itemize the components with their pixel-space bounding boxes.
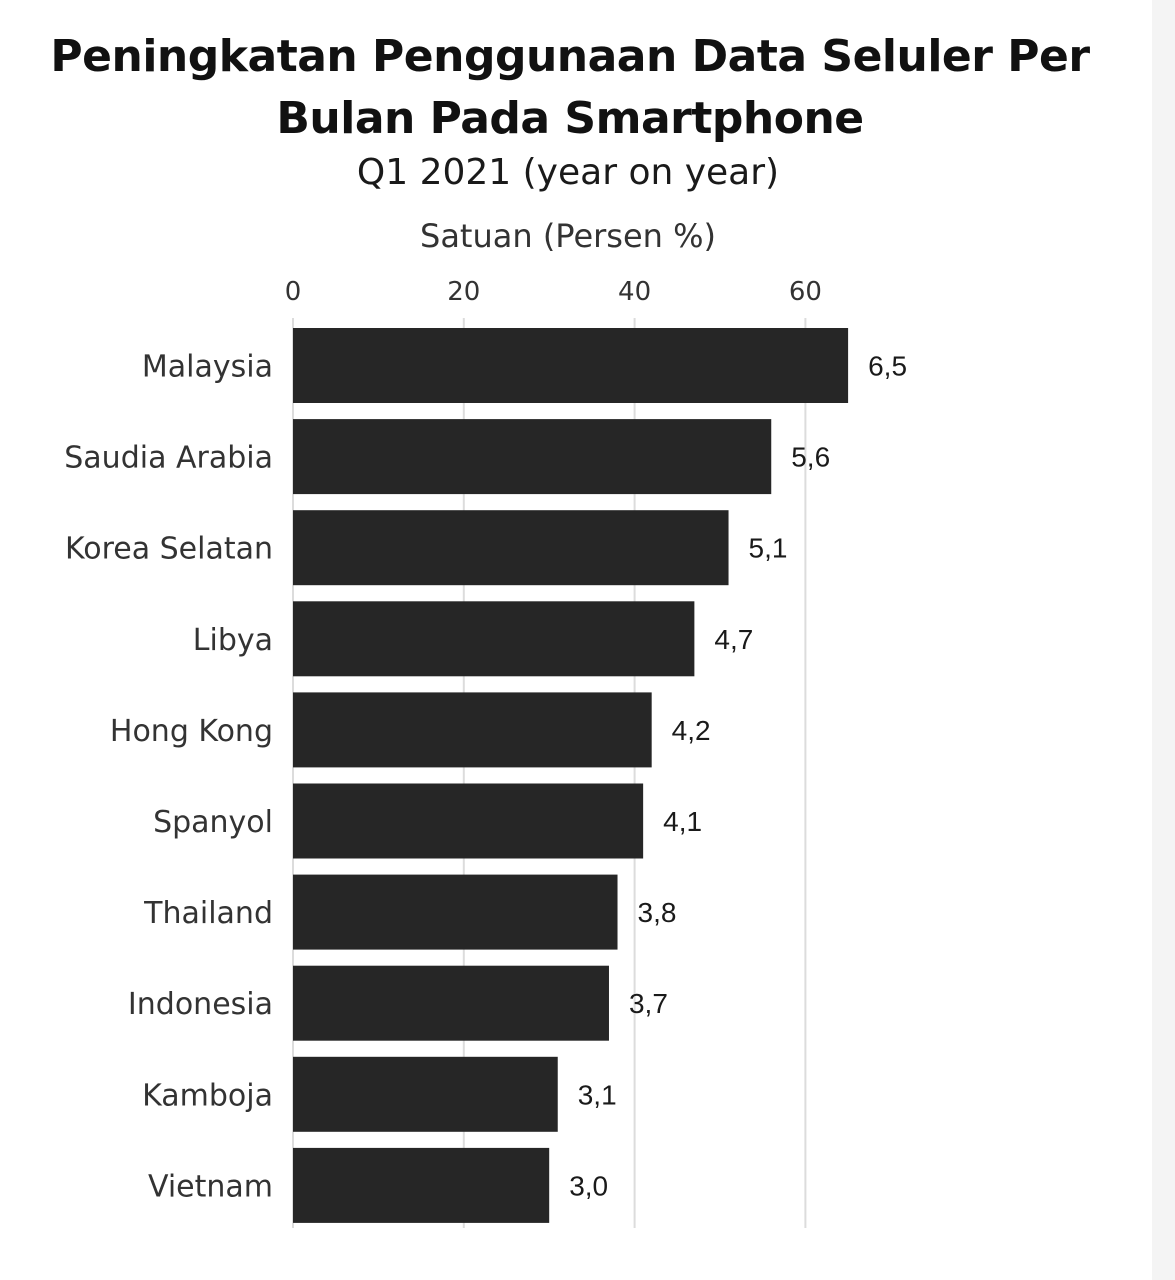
- category-label-thailand: Thailand: [143, 896, 273, 931]
- bar-malaysia: [293, 328, 849, 403]
- x-tick-label-40: 40: [618, 277, 651, 307]
- chart-title-line-2: Bulan Pada Smartphone: [276, 93, 864, 144]
- data-label-kamboja: 3,1: [578, 1079, 617, 1110]
- bar-kamboja: [293, 1056, 558, 1132]
- chart-subtitle: Q1 2021 (year on year): [356, 152, 780, 193]
- x-tick-label-20: 20: [447, 277, 480, 307]
- data-label-hong-kong: 4,2: [672, 715, 711, 746]
- bar-thailand: [293, 874, 618, 950]
- bar-libya: [293, 601, 695, 677]
- chart-title: Peningkatan Penggunaan Data Seluler Per …: [0, 26, 1140, 150]
- category-label-saudia-arabia: Saudia Arabia: [64, 441, 273, 476]
- data-label-libya: 4,7: [714, 624, 753, 655]
- data-label-malaysia: 6,5: [868, 351, 907, 382]
- category-label-korea-selatan: Korea Selatan: [65, 532, 273, 567]
- bar-indonesia: [293, 965, 609, 1041]
- x-axis-label: Satuan (Persen %): [420, 217, 716, 255]
- category-label-hong-kong: Hong Kong: [110, 714, 273, 749]
- data-label-thailand: 3,8: [638, 897, 677, 928]
- bar-saudia-arabia: [293, 419, 772, 495]
- data-label-vietnam: 3,0: [569, 1170, 608, 1201]
- category-label-kamboja: Kamboja: [142, 1078, 273, 1113]
- category-label-libya: Libya: [193, 623, 273, 658]
- category-label-indonesia: Indonesia: [128, 987, 273, 1022]
- data-label-indonesia: 3,7: [629, 988, 668, 1019]
- data-label-spanyol: 4,1: [663, 806, 702, 837]
- category-label-vietnam: Vietnam: [148, 1169, 273, 1204]
- bar-korea-selatan: [293, 510, 729, 586]
- category-label-malaysia: Malaysia: [142, 350, 273, 385]
- data-label-korea-selatan: 5,1: [749, 533, 788, 564]
- x-tick-label-60: 60: [789, 277, 822, 307]
- chart-title-line-1: Peningkatan Penggunaan Data Seluler Per: [50, 31, 1090, 82]
- bar-vietnam: [293, 1147, 550, 1223]
- bar-hong-kong: [293, 692, 652, 768]
- page-right-edge: [1152, 0, 1175, 1280]
- x-tick-label-0: 0: [285, 277, 302, 307]
- bar-spanyol: [293, 783, 644, 859]
- data-label-saudia-arabia: 5,6: [791, 442, 830, 473]
- category-label-spanyol: Spanyol: [153, 805, 273, 840]
